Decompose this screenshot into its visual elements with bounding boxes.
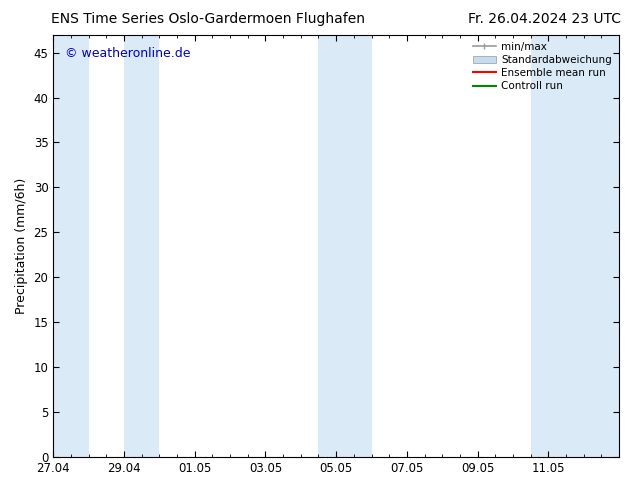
Bar	[124, 35, 159, 457]
Y-axis label: Precipitation (mm/6h): Precipitation (mm/6h)	[15, 178, 28, 314]
Bar	[318, 35, 372, 457]
Text: Fr. 26.04.2024 23 UTC: Fr. 26.04.2024 23 UTC	[469, 12, 621, 26]
Text: ENS Time Series Oslo-Gardermoen Flughafen: ENS Time Series Oslo-Gardermoen Flughafe…	[51, 12, 365, 26]
Text: © weatheronline.de: © weatheronline.de	[65, 47, 190, 60]
Bar	[531, 35, 619, 457]
Bar	[53, 35, 89, 457]
Legend: min/max, Standardabweichung, Ensemble mean run, Controll run: min/max, Standardabweichung, Ensemble me…	[471, 40, 614, 94]
